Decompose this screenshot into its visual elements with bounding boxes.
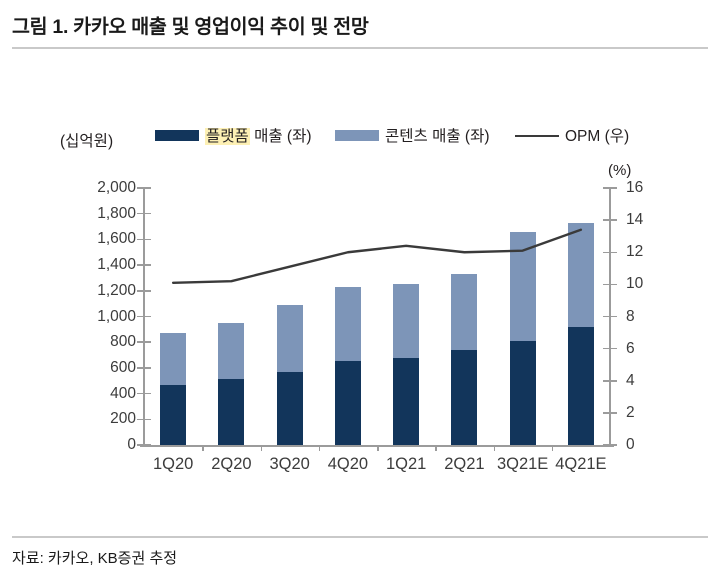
- category-axis-tick: [493, 445, 495, 451]
- left-axis-tick-label: 1,000: [97, 307, 136, 325]
- category-axis-tick: [202, 445, 204, 451]
- right-axis-tick-label: 4: [626, 371, 635, 389]
- bar-stack[interactable]: [567, 222, 594, 445]
- legend-label-opm: OPM (우): [565, 128, 630, 145]
- left-axis-tick-label: 800: [110, 333, 136, 351]
- left-axis-tick-label: 400: [110, 384, 136, 402]
- right-axis-tick-label: 16: [626, 179, 644, 196]
- right-axis-tick: [603, 283, 617, 286]
- left-axis-tick: [137, 444, 151, 446]
- right-axis-tick-label: 0: [626, 436, 635, 453]
- category-axis-tick: [377, 445, 379, 451]
- legend-item-platform[interactable]: 플랫폼 매출 (좌): [155, 124, 312, 146]
- left-axis-tick-label: 1,600: [97, 230, 136, 248]
- bar-segment-platform[interactable]: [509, 340, 536, 445]
- left-axis-tick: [137, 418, 151, 421]
- right-axis-tick: [603, 412, 617, 414]
- bar-segment-content[interactable]: [393, 284, 420, 358]
- category-axis-label: 4Q20: [327, 455, 369, 473]
- right-axis-tick-label: 6: [626, 339, 635, 357]
- bar-stack[interactable]: [334, 286, 361, 445]
- left-axis-tick: [137, 238, 151, 241]
- left-axis-tick: [137, 315, 151, 318]
- right-axis-tick-label: 10: [626, 275, 644, 293]
- left-axis-tick-label: 600: [110, 358, 136, 376]
- category-axis-label: 3Q20: [269, 455, 310, 473]
- bar-segment-content[interactable]: [276, 304, 303, 372]
- left-axis-tick-label: 1,200: [97, 281, 136, 299]
- opm-line-series: [171, 228, 583, 284]
- bar-stack[interactable]: [393, 284, 420, 445]
- bar-stack[interactable]: [160, 333, 187, 445]
- right-axis-tick: [603, 444, 617, 446]
- right-axis-tick-label: 8: [626, 307, 635, 325]
- chart-legend: (십억원) 플랫폼 매출 (좌) 콘텐츠 매출 (좌) OPM (우): [60, 124, 660, 152]
- right-axis-tick-label: 14: [626, 211, 644, 229]
- right-axis-tick: [603, 347, 617, 350]
- left-axis-tick-label: 0: [127, 436, 136, 453]
- bar-segment-content[interactable]: [218, 322, 245, 379]
- right-axis-tick: [603, 187, 617, 189]
- left-axis-tick: [137, 212, 151, 215]
- left-axis-tick: [137, 392, 151, 395]
- legend-label-platform-highlight: 플랫폼: [205, 128, 250, 145]
- bar-segment-platform[interactable]: [393, 357, 420, 445]
- category-axis-tick: [435, 445, 437, 451]
- left-axis-tick-label: 1,800: [97, 204, 136, 222]
- bar-segment-platform[interactable]: [567, 326, 594, 445]
- category-axis-label: 2Q20: [211, 455, 252, 473]
- bar-segment-content[interactable]: [451, 274, 478, 350]
- legend-label-platform: 플랫폼 매출 (좌): [205, 124, 312, 146]
- source-note: 자료: 카카오, KB증권 추정: [12, 550, 178, 567]
- category-axis-tick: [318, 445, 321, 451]
- left-axis-tick: [137, 367, 151, 369]
- left-axis-tick-label: 200: [110, 410, 136, 428]
- category-axis-tick: [260, 445, 262, 451]
- left-axis-tick: [137, 290, 151, 292]
- category-axis-label: 4Q21E: [555, 455, 607, 473]
- bar-segment-content[interactable]: [567, 222, 594, 327]
- legend-label-platform-rest: 매출 (좌): [249, 128, 312, 145]
- category-axis-label: 1Q20: [152, 455, 194, 473]
- left-axis-tick: [137, 264, 151, 266]
- bar-segment-content[interactable]: [334, 286, 361, 361]
- left-axis-tick: [137, 341, 151, 343]
- footer-divider: [12, 536, 708, 538]
- left-axis-tick-label: 2,000: [97, 179, 136, 196]
- left-axis-tick: [137, 187, 151, 189]
- category-axis-label: 2Q21: [444, 455, 485, 473]
- right-axis-tick: [603, 251, 617, 253]
- bar-segment-platform[interactable]: [276, 371, 303, 445]
- bar-stack[interactable]: [218, 322, 245, 445]
- legend-swatch-platform-icon: [155, 129, 199, 141]
- legend-label-content: 콘텐츠 매출 (좌): [385, 128, 490, 145]
- bar-segment-platform[interactable]: [451, 349, 478, 445]
- legend-item-content[interactable]: 콘텐츠 매출 (좌): [335, 124, 490, 146]
- plot-area: 0 200 400 600 800 1,000 1,200 1,400 1,600 1,800 2,…: [97, 180, 643, 472]
- bar-stack[interactable]: [276, 304, 303, 445]
- legend-swatch-opm-line-icon: [515, 130, 559, 141]
- left-axis-tick-label: 1,400: [97, 256, 136, 274]
- right-axis-tick: [603, 219, 617, 221]
- category-axis-label: 3Q21E: [496, 455, 549, 473]
- right-axis-tick: [603, 315, 617, 318]
- legend-item-opm[interactable]: OPM (우): [515, 124, 629, 146]
- bar-stack[interactable]: [451, 274, 478, 445]
- opm-polyline: [171, 228, 583, 284]
- bar-segment-platform[interactable]: [160, 384, 187, 445]
- category-axis-tick: [551, 445, 554, 451]
- title-divider: [12, 47, 708, 49]
- right-axis-tick-label: 12: [626, 243, 644, 261]
- right-axis-tick-label: 2: [626, 403, 635, 421]
- category-axis-label: 1Q21: [385, 455, 427, 473]
- legend-swatch-content-icon: [335, 129, 379, 141]
- page-title: 그림 1. 카카오 매출 및 영업이익 추이 및 전망: [12, 16, 369, 38]
- bar-segment-platform[interactable]: [334, 360, 361, 445]
- bar-segment-platform[interactable]: [218, 378, 245, 445]
- left-axis-unit-label: (십억원): [60, 133, 114, 150]
- bar-segment-content[interactable]: [160, 333, 187, 385]
- right-axis-unit-label: (%): [608, 162, 632, 179]
- right-axis-tick: [603, 380, 617, 382]
